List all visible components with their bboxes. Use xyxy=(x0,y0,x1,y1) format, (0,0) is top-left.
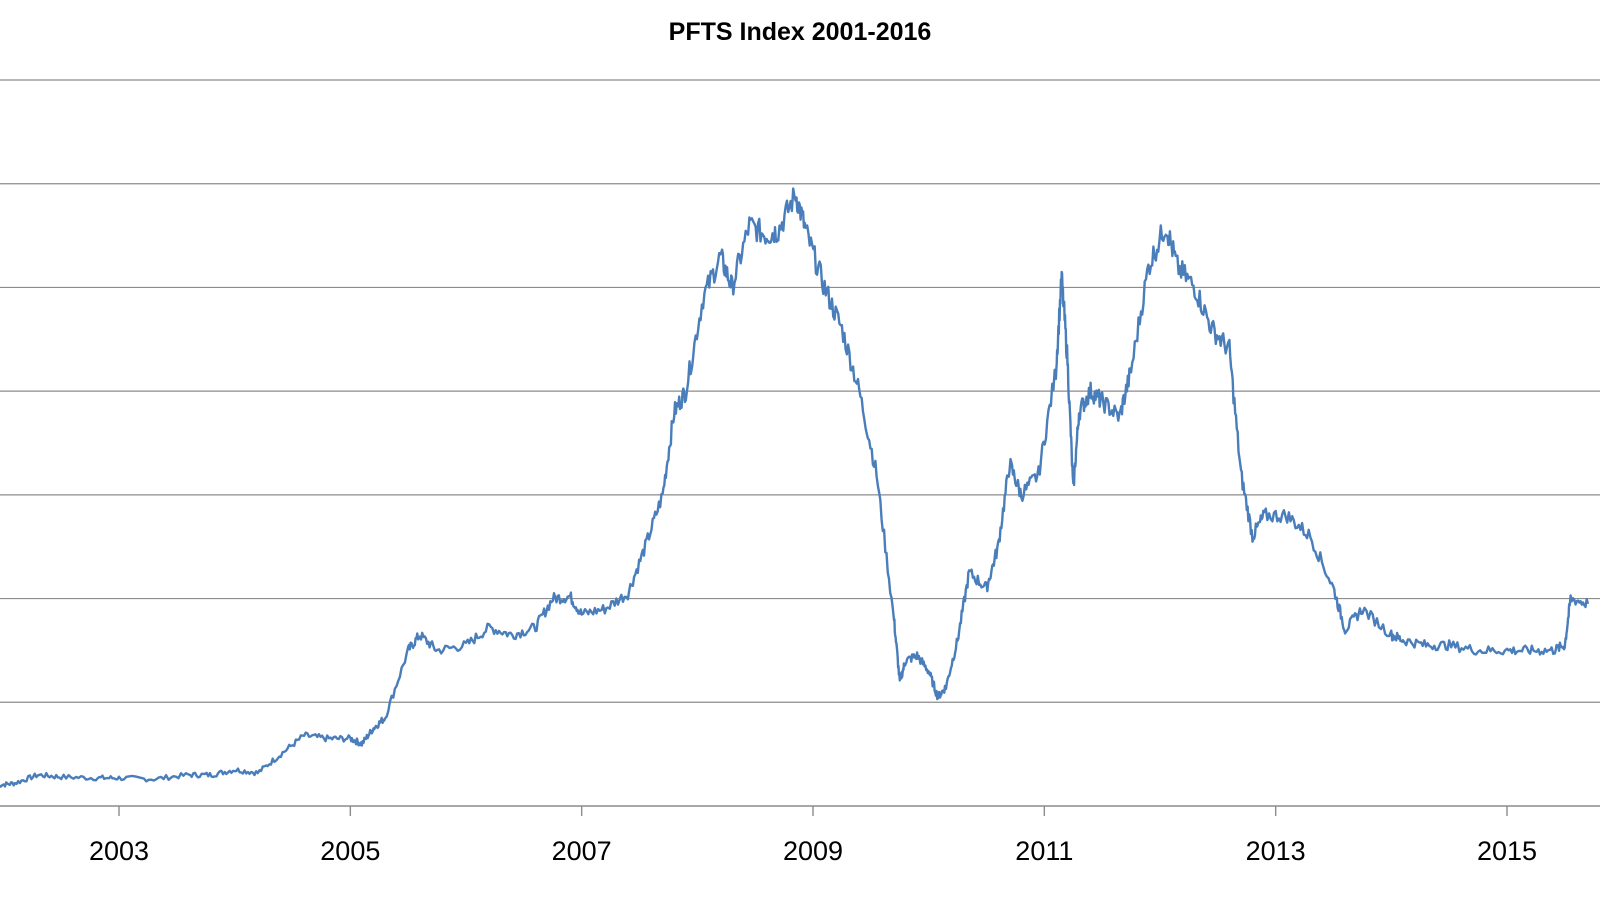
x-tick-label: 2007 xyxy=(552,836,612,866)
x-tick-label: 2009 xyxy=(783,836,843,866)
x-tick-label: 2005 xyxy=(320,836,380,866)
x-tick-label: 2013 xyxy=(1246,836,1306,866)
series-line xyxy=(0,187,1590,788)
x-tick-label: 2011 xyxy=(1015,836,1073,866)
x-tick-label: 2015 xyxy=(1477,836,1537,866)
x-axis-ticks xyxy=(118,806,1508,816)
gridlines xyxy=(0,79,1600,703)
chart-title: PFTS Index 2001-2016 xyxy=(669,18,932,46)
x-axis-tick-labels: 2003 2005 2007 2009 2011 2013 2015 xyxy=(89,836,1537,866)
x-tick-label: 2003 xyxy=(89,836,149,866)
